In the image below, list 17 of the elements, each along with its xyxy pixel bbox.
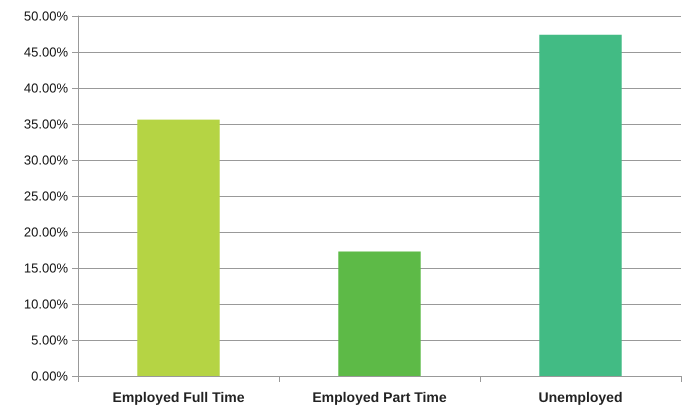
y-tick-label: 15.00% [24, 260, 68, 276]
y-tick-label: 20.00% [24, 224, 68, 240]
y-tick-label: 50.00% [24, 8, 68, 24]
bar [137, 120, 220, 376]
bar [539, 34, 622, 376]
y-tick-label: 45.00% [24, 44, 68, 60]
bar [338, 251, 421, 376]
y-tick-label: 5.00% [31, 332, 68, 348]
y-tick-label: 25.00% [24, 188, 68, 204]
x-tick-label: Employed Full Time [112, 389, 245, 405]
y-tick-label: 10.00% [24, 296, 68, 312]
y-tick-label: 30.00% [24, 152, 68, 168]
x-tick-label: Unemployed [538, 389, 623, 405]
y-tick-label: 35.00% [24, 116, 68, 132]
y-tick-label: 0.00% [31, 368, 68, 384]
x-tick-label: Employed Part Time [312, 389, 447, 405]
y-tick-label: 40.00% [24, 80, 68, 96]
